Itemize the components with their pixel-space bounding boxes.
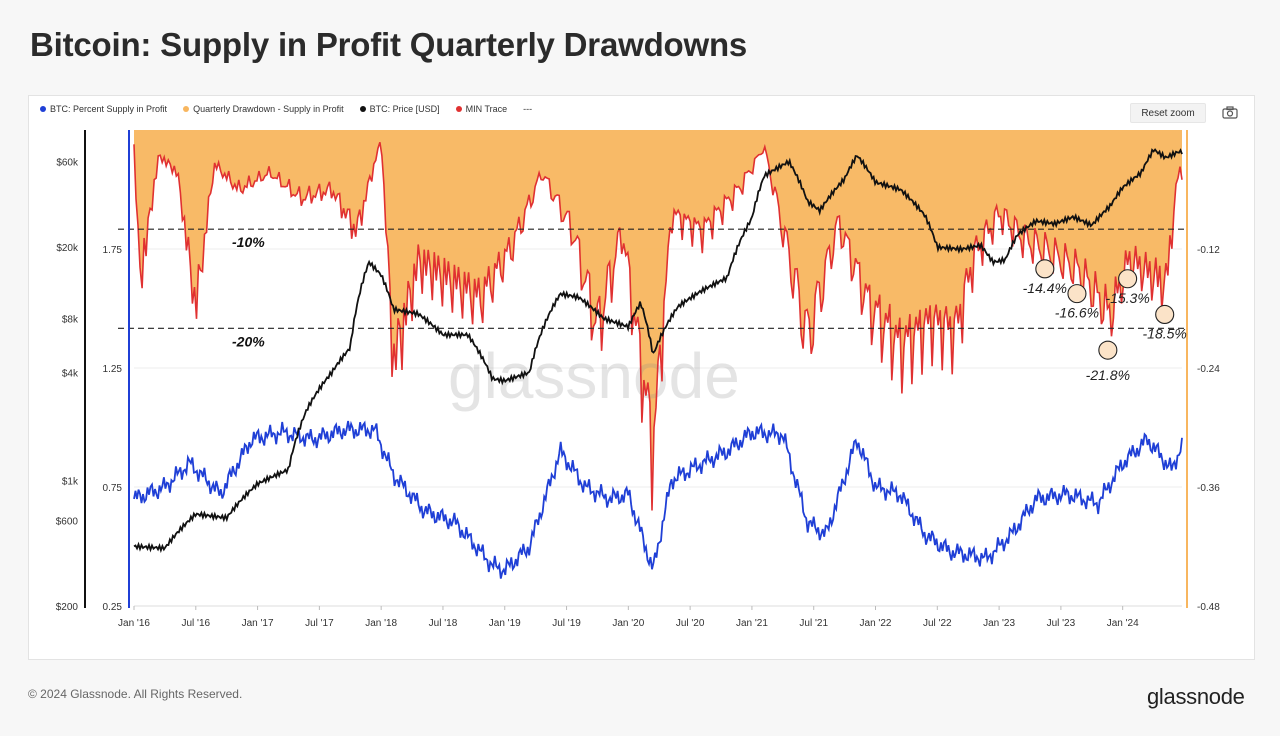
- x-tick-label: Jan '17: [242, 618, 274, 629]
- x-tick-label: Jul '18: [429, 618, 458, 629]
- btc-price-line: [133, 148, 1183, 554]
- reference-line-label: -10%: [232, 234, 265, 250]
- x-tick-label: Jan '18: [365, 618, 397, 629]
- x-tick-label: Jan '20: [612, 618, 644, 629]
- x-tick-label: Jul '19: [552, 618, 581, 629]
- camera-icon[interactable]: [1222, 106, 1238, 119]
- annotations-layer: -14.4% -16.6% -21.8% -15.3% -18.5%: [1023, 259, 1187, 383]
- drawdown-tick-label: -0.12: [1197, 245, 1220, 256]
- reference-lines: -10% -20%: [118, 228, 1186, 349]
- legend-marker-min-trace: [455, 106, 462, 112]
- legend-item-min-trace[interactable]: MIN Trace: [455, 104, 508, 114]
- x-tick-label: Jul '21: [799, 618, 828, 629]
- brand-logo: glassnode: [1147, 684, 1245, 709]
- price-tick-label: $8k: [62, 315, 79, 326]
- annotation-marker: [1118, 269, 1138, 289]
- drawdown-tick-label: -0.36: [1197, 483, 1220, 494]
- supply-tick-label: 0.75: [103, 483, 123, 494]
- price-tick-label: $60k: [56, 158, 79, 169]
- x-tick-label: Jul '22: [923, 618, 952, 629]
- copyright-footer: © 2024 Glassnode. All Rights Reserved.: [28, 687, 243, 701]
- reset-zoom-button[interactable]: Reset zoom: [1130, 103, 1206, 123]
- x-tick-label: Jul '17: [305, 618, 334, 629]
- reference-line-label: -20%: [232, 333, 265, 349]
- annotation-marker: [1098, 340, 1118, 360]
- legend-item-dashes[interactable]: ---: [523, 104, 532, 114]
- legend-item-supply-in-profit[interactable]: BTC: Percent Supply in Profit: [40, 104, 167, 114]
- price-tick-label: $600: [56, 516, 79, 527]
- drawdown-tick-label: -0.24: [1197, 364, 1220, 375]
- drawdown-tick-label: -0.48: [1197, 602, 1220, 613]
- annotation-label: -14.4%: [1023, 280, 1067, 296]
- x-tick-label: Jan '23: [983, 618, 1015, 629]
- annotation-marker: [1067, 284, 1087, 304]
- legend-marker-supply-in-profit: [40, 106, 46, 112]
- supply-tick-label: 1.25: [103, 364, 123, 375]
- price-tick-label: $1k: [62, 477, 79, 488]
- legend-label-min-trace: MIN Trace: [465, 104, 508, 114]
- series-layer: [133, 141, 1183, 579]
- supply-in-profit-line: [133, 420, 1183, 579]
- supply-tick-label: 1.75: [103, 245, 123, 256]
- x-tick-label: Jan '21: [736, 618, 768, 629]
- x-tick-label: Jul '16: [181, 618, 210, 629]
- price-tick-label: $20k: [56, 243, 79, 254]
- x-tick-label: Jan '19: [489, 618, 521, 629]
- x-tick-label: Jul '23: [1047, 618, 1076, 629]
- legend-marker-quarterly-drawdown: [183, 106, 190, 112]
- annotation-marker: [1155, 304, 1175, 325]
- annotation-marker: [1035, 259, 1055, 279]
- min-trace-line: [133, 141, 1183, 511]
- annotation-label: -18.5%: [1143, 325, 1187, 341]
- axes-layer: $60k $20k $8k $4k $1k $600 $200 1.75 1.25 0.75 0.2…: [56, 130, 1220, 629]
- watermark: glassnode: [448, 340, 740, 412]
- legend-label-supply-in-profit: BTC: Percent Supply in Profit: [50, 104, 168, 114]
- annotation-label: -21.8%: [1086, 367, 1130, 383]
- x-tick-label: Jan '22: [860, 618, 892, 629]
- annotation-label: -16.6%: [1055, 305, 1099, 321]
- annotation-label: -15.3%: [1105, 290, 1149, 306]
- legend-label-quarterly-drawdown: Quarterly Drawdown - Supply in Profit: [193, 104, 344, 114]
- legend-label-dashes: ---: [523, 104, 533, 114]
- drawdown-area-layer: [134, 130, 1182, 511]
- quarterly-drawdown-area: [134, 130, 1182, 511]
- page-title: Bitcoin: Supply in Profit Quarterly Draw…: [30, 26, 748, 63]
- price-tick-label: $200: [56, 602, 79, 613]
- supply-tick-label: 0.25: [103, 602, 123, 613]
- legend-marker-price: [359, 106, 366, 112]
- price-tick-label: $4k: [62, 369, 79, 380]
- chart-legend: BTC: Percent Supply in Profit Quarterly …: [40, 104, 532, 114]
- x-tick-label: Jan '24: [1107, 618, 1139, 629]
- legend-item-quarterly-drawdown[interactable]: Quarterly Drawdown - Supply in Profit: [183, 104, 344, 114]
- x-tick-label: Jan '16: [118, 618, 150, 629]
- legend-item-price[interactable]: BTC: Price [USD]: [359, 104, 440, 114]
- x-tick-label: Jul '20: [676, 618, 705, 629]
- legend-label-price: BTC: Price [USD]: [369, 104, 440, 114]
